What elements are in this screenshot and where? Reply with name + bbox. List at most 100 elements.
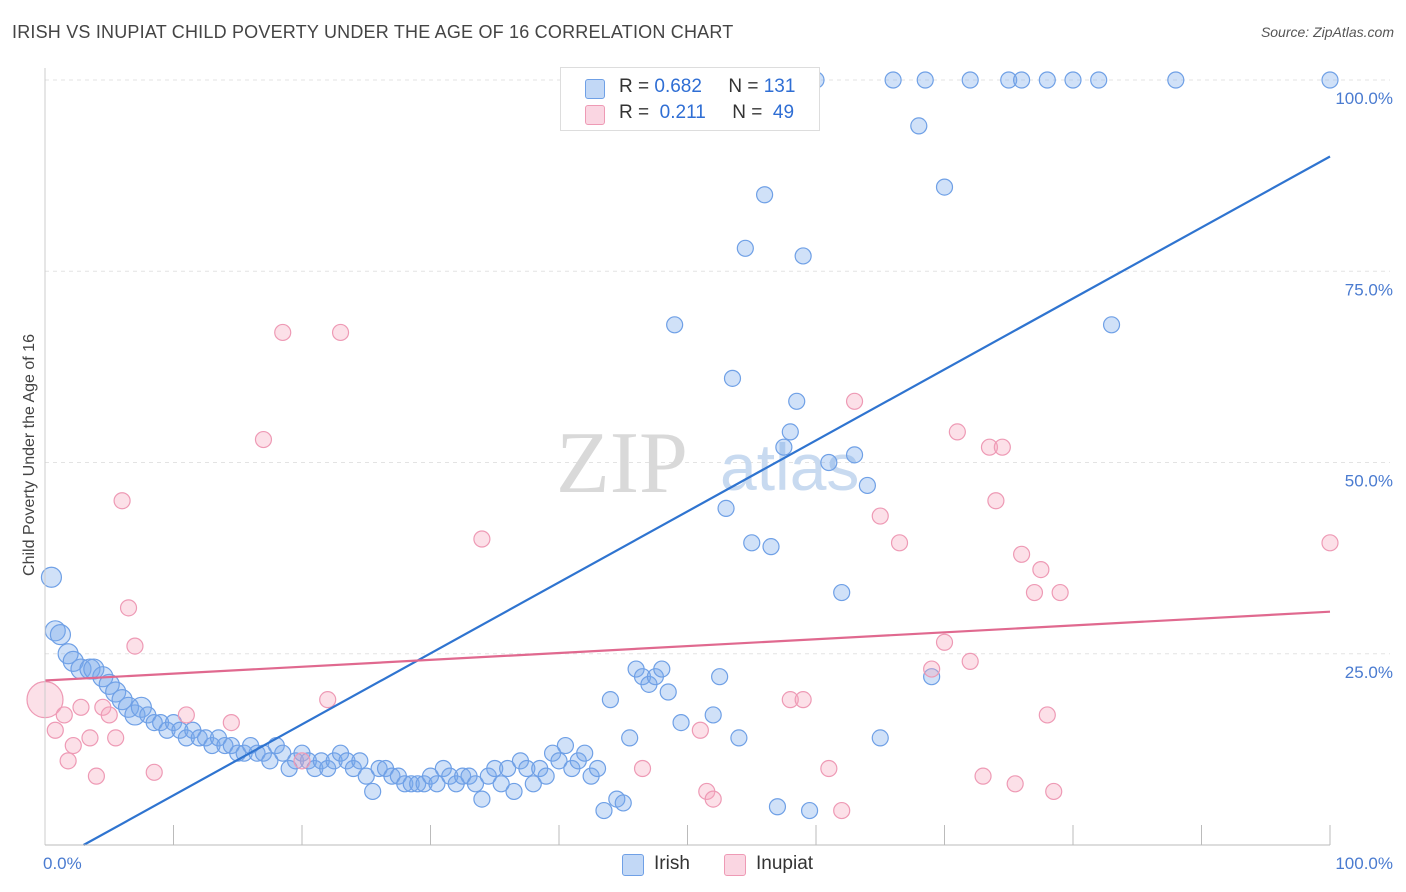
inupiat-point bbox=[46, 721, 64, 739]
irish-point bbox=[576, 744, 594, 762]
correlation-legend: R = 0.682 N = 131 R = 0.211 N = 49 bbox=[560, 67, 820, 131]
irish-swatch bbox=[622, 854, 644, 876]
irish-swatch bbox=[585, 79, 605, 99]
series-legend: Irish Inupiat bbox=[0, 852, 1406, 878]
irish-point bbox=[775, 438, 793, 456]
irish-point bbox=[730, 729, 748, 747]
inupiat-point bbox=[845, 392, 864, 410]
inupiat-point bbox=[890, 534, 909, 552]
irish-point bbox=[466, 775, 485, 793]
inupiat-point bbox=[1012, 545, 1031, 563]
irish-point bbox=[653, 660, 671, 678]
inupiat-point bbox=[1038, 706, 1056, 724]
inupiat-point bbox=[704, 790, 722, 808]
y-tick-label: 50.0% bbox=[1345, 472, 1393, 491]
irish-point bbox=[409, 775, 427, 793]
x-tick-label: 0.0% bbox=[43, 854, 82, 873]
y-tick-label: 75.0% bbox=[1345, 280, 1393, 299]
irish-point bbox=[383, 767, 401, 785]
irish-point bbox=[428, 775, 446, 793]
irish-point bbox=[190, 729, 208, 747]
irish-point bbox=[717, 499, 735, 517]
irish-point bbox=[743, 534, 761, 552]
irish-point bbox=[659, 683, 677, 701]
irish-point bbox=[1090, 71, 1108, 89]
irish-point bbox=[601, 691, 620, 709]
legend-n-value: 131 bbox=[763, 76, 796, 97]
irish-point bbox=[216, 736, 234, 755]
inupiat-point bbox=[935, 633, 954, 651]
inupiat-trend-line bbox=[44, 610, 1331, 682]
inupiat-point bbox=[100, 706, 118, 724]
legend-r-value: 0.682 bbox=[654, 76, 702, 97]
irish-point bbox=[40, 566, 63, 588]
legend-n-label: N = bbox=[728, 76, 759, 97]
legend-r-label: R = bbox=[619, 102, 650, 123]
inupiat-point bbox=[833, 801, 851, 820]
irish-point bbox=[518, 759, 536, 778]
irish-point bbox=[454, 767, 472, 785]
inupiat-point bbox=[820, 759, 838, 778]
irish-point bbox=[768, 798, 787, 816]
irish-point bbox=[621, 729, 639, 747]
irish-point bbox=[261, 752, 279, 770]
inupiat-point bbox=[1032, 560, 1050, 579]
data-points bbox=[26, 71, 1339, 820]
irish-point bbox=[884, 71, 902, 89]
inupiat-point bbox=[633, 759, 652, 778]
grid-lines: 100.0% 75.0% 50.0% 25.0% bbox=[45, 79, 1393, 682]
irish-point bbox=[723, 369, 742, 387]
inupiat-point bbox=[1006, 775, 1024, 793]
legend-n-value: 49 bbox=[772, 102, 795, 123]
legend-r-label: R = bbox=[619, 76, 650, 97]
source-label: Source: ZipAtlas.com bbox=[1260, 24, 1394, 40]
inupiat-point bbox=[871, 507, 889, 525]
y-tick-label: 100.0% bbox=[1335, 89, 1393, 108]
irish-point bbox=[1064, 71, 1082, 89]
inupiat-point bbox=[781, 691, 799, 709]
inupiat-point bbox=[948, 423, 966, 441]
irish-point bbox=[762, 538, 780, 556]
irish-point bbox=[614, 794, 632, 812]
irish-point bbox=[351, 752, 369, 770]
irish-point bbox=[800, 801, 819, 820]
irish-point bbox=[370, 759, 388, 778]
axes: 0.0% 100.0% bbox=[43, 68, 1393, 873]
inupiat-point bbox=[113, 492, 131, 510]
y-tick-label: 25.0% bbox=[1345, 663, 1393, 682]
irish-point bbox=[961, 71, 979, 89]
irish-point bbox=[833, 583, 851, 602]
irish-point bbox=[1321, 71, 1339, 89]
irish-point bbox=[595, 801, 613, 820]
irish-point bbox=[1102, 316, 1121, 334]
inupiat-point bbox=[473, 530, 491, 548]
trend-lines bbox=[44, 155, 1331, 846]
irish-point bbox=[788, 392, 806, 410]
irish-point bbox=[935, 178, 954, 196]
irish-point bbox=[486, 759, 504, 778]
inupiat-point bbox=[64, 736, 82, 755]
inupiat-point bbox=[72, 698, 90, 716]
irish-point bbox=[556, 736, 575, 755]
irish-point bbox=[781, 423, 799, 441]
inupiat-point bbox=[254, 430, 273, 449]
watermark-zip: ZIP bbox=[556, 415, 688, 512]
irish-point bbox=[1000, 71, 1018, 89]
legend-r-value: 0.211 bbox=[659, 102, 706, 123]
irish-point bbox=[666, 316, 684, 334]
inupiat-point bbox=[974, 767, 992, 785]
irish-point bbox=[820, 453, 838, 472]
irish-point bbox=[1038, 71, 1056, 89]
irish-point bbox=[550, 752, 568, 770]
inupiat-swatch bbox=[585, 105, 605, 125]
irish-point bbox=[871, 729, 889, 747]
inupiat-point bbox=[980, 438, 999, 456]
irish-point bbox=[1012, 71, 1031, 89]
inupiat-point bbox=[274, 323, 292, 342]
inupiat-point bbox=[993, 438, 1011, 456]
inupiat-point bbox=[222, 713, 240, 732]
inupiat-point bbox=[1025, 583, 1044, 602]
irish-point bbox=[524, 775, 542, 793]
inupiat-point bbox=[987, 492, 1005, 510]
legend-label-irish: Irish bbox=[654, 853, 690, 874]
